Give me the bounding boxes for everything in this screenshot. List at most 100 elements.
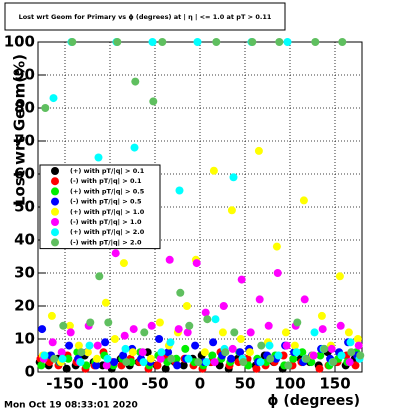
data-point xyxy=(153,361,162,370)
data-point xyxy=(329,358,338,367)
title-box xyxy=(4,2,286,31)
data-point xyxy=(236,335,245,343)
data-point xyxy=(185,321,194,330)
data-point xyxy=(192,259,201,268)
data-point xyxy=(104,318,113,327)
data-point xyxy=(209,166,218,175)
data-point xyxy=(245,348,254,357)
data-point xyxy=(289,354,298,363)
data-point xyxy=(257,341,266,350)
data-point xyxy=(311,38,320,46)
data-point xyxy=(282,341,291,350)
x-tick-label: 100 xyxy=(274,375,305,393)
y-tick-label: 20 xyxy=(14,297,35,315)
x-tick-label: -50 xyxy=(141,375,168,393)
data-point xyxy=(211,315,220,324)
data-point xyxy=(122,358,131,367)
data-point xyxy=(167,354,176,363)
data-point xyxy=(47,311,56,320)
x-tick-label: 50 xyxy=(235,375,256,393)
data-point xyxy=(275,38,284,46)
data-point xyxy=(309,351,318,360)
data-point xyxy=(77,348,86,357)
data-point xyxy=(266,354,275,363)
data-point xyxy=(176,288,185,297)
data-point xyxy=(179,361,188,370)
data-point xyxy=(239,358,248,367)
data-point xyxy=(252,364,261,373)
data-point xyxy=(298,348,307,357)
data-point xyxy=(49,94,58,103)
y-tick-label: 0 xyxy=(25,363,35,381)
y-tick-label: 60 xyxy=(14,165,35,183)
data-point xyxy=(273,269,282,277)
data-point xyxy=(128,348,137,357)
data-point xyxy=(149,97,158,106)
data-point xyxy=(93,341,102,350)
data-point xyxy=(50,354,59,363)
timestamp: Mon Oct 19 08:33:01 2020 xyxy=(4,401,138,411)
data-point xyxy=(156,354,165,363)
legend-label: (+) with pT/|q| > 0.5 xyxy=(70,187,145,196)
y-tick-label: 90 xyxy=(14,66,35,84)
data-point xyxy=(292,348,301,357)
data-point xyxy=(200,348,209,357)
data-point xyxy=(92,354,101,363)
data-point xyxy=(59,321,68,330)
data-point xyxy=(158,38,167,46)
data-point xyxy=(174,325,183,334)
data-point xyxy=(68,38,77,46)
data-point xyxy=(300,295,309,304)
data-point xyxy=(353,335,362,343)
legend-label: (+) with pT/|q| > 1.0 xyxy=(70,208,145,217)
legend-label: (-) with pT/|q| > 0.1 xyxy=(70,177,142,186)
x-tick-label: -150 xyxy=(46,375,84,393)
data-point xyxy=(327,344,336,353)
data-point xyxy=(139,358,148,367)
data-point xyxy=(165,255,174,264)
data-point xyxy=(146,354,155,363)
data-point xyxy=(57,348,66,357)
legend-label: (-) with pT/|q| > 0.5 xyxy=(70,198,142,207)
legend-label: (+) with pT/|q| > 0.1 xyxy=(70,167,145,176)
legend-marker xyxy=(51,228,59,237)
legend-marker xyxy=(51,238,59,247)
data-point xyxy=(310,328,319,337)
data-point xyxy=(246,328,255,337)
data-point xyxy=(41,104,50,112)
data-point xyxy=(130,143,139,152)
data-point xyxy=(121,344,130,353)
data-point xyxy=(173,361,182,370)
data-point xyxy=(248,38,257,46)
legend-marker xyxy=(51,218,59,226)
data-point xyxy=(74,341,83,350)
data-point xyxy=(320,344,329,353)
data-point xyxy=(255,295,264,304)
x-tick-label: 150 xyxy=(319,375,350,393)
data-point xyxy=(110,358,119,367)
data-point xyxy=(102,361,111,370)
data-point xyxy=(183,328,192,337)
legend-marker xyxy=(51,197,59,206)
data-point xyxy=(212,38,221,46)
data-point xyxy=(208,351,217,360)
data-point xyxy=(274,351,283,360)
data-point xyxy=(82,361,91,370)
data-point xyxy=(140,328,149,337)
y-tick-label: 100 xyxy=(4,33,35,51)
data-point xyxy=(182,302,191,310)
data-point xyxy=(48,338,57,347)
data-point xyxy=(346,338,355,347)
x-tick-label: 0 xyxy=(195,375,205,393)
x-tick-label: -100 xyxy=(91,375,129,393)
legend-marker xyxy=(51,177,59,186)
data-point xyxy=(94,153,103,162)
data-point xyxy=(338,38,347,46)
data-point xyxy=(201,308,210,317)
data-point xyxy=(66,328,75,337)
legend-box xyxy=(39,164,161,250)
data-point xyxy=(38,325,47,334)
data-point xyxy=(194,358,203,367)
